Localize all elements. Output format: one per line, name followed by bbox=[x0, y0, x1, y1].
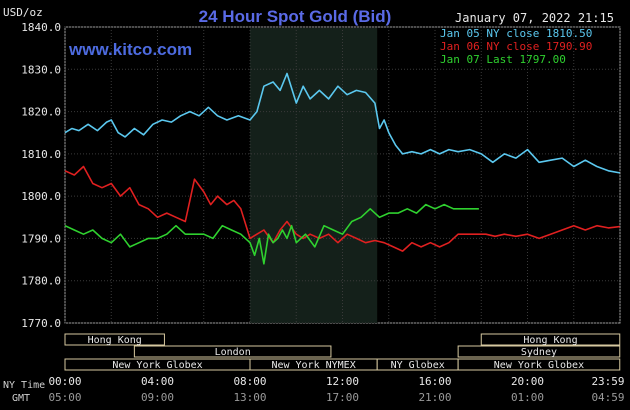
session-box bbox=[457, 345, 621, 358]
session-label: New York Globex bbox=[494, 360, 584, 371]
grid-lines bbox=[64, 26, 621, 324]
x-tick-label-gmt: 21:00 bbox=[418, 391, 451, 404]
session-bar: NY Globex bbox=[376, 358, 459, 371]
watermark-url: www.kitco.com bbox=[68, 40, 192, 59]
y-tick-label: 1770.0 bbox=[21, 317, 61, 330]
session-bar: New York Globex bbox=[457, 358, 621, 371]
x-tick-label-gmt: 05:00 bbox=[48, 391, 81, 404]
x-tick-label-ny: 08:00 bbox=[233, 375, 266, 388]
gmt-row-label: GMT bbox=[12, 393, 30, 404]
y-tick-label: 1810.0 bbox=[21, 148, 61, 161]
session-label: Hong Kong bbox=[523, 335, 577, 346]
series-line-jan-07 bbox=[64, 203, 479, 265]
session-bar: Hong Kong bbox=[64, 333, 165, 346]
ny-time-row-label: NY Time bbox=[3, 380, 45, 391]
y-tick-label: 1800.0 bbox=[21, 190, 61, 203]
x-tick-label-ny: 00:00 bbox=[48, 375, 81, 388]
series-line-jan-05 bbox=[64, 72, 620, 174]
x-tick-label-ny: 23:59 bbox=[591, 375, 624, 388]
session-label: New York NYMEX bbox=[271, 360, 355, 371]
x-tick-label-ny: 04:00 bbox=[141, 375, 174, 388]
y-tick-label: 1830.0 bbox=[21, 63, 61, 76]
session-label: Hong Kong bbox=[88, 335, 142, 346]
legend: Jan 05 NY close 1810.50 Jan 06 NY close … bbox=[440, 27, 592, 66]
x-tick-label-gmt: 17:00 bbox=[326, 391, 359, 404]
session-box bbox=[480, 333, 621, 346]
session-label: London bbox=[215, 347, 251, 358]
session-label: Sydney bbox=[521, 347, 557, 358]
x-tick-label-ny: 20:00 bbox=[511, 375, 544, 388]
session-bar: Sydney bbox=[457, 345, 621, 358]
session-bar: Hong Kong bbox=[480, 333, 621, 346]
session-box bbox=[133, 345, 332, 358]
session-label: NY Globex bbox=[391, 360, 445, 371]
x-tick-label-ny: 12:00 bbox=[326, 375, 359, 388]
session-bar: London bbox=[133, 345, 332, 358]
y-tick-label: 1790.0 bbox=[21, 232, 61, 245]
series-line-jan-06 bbox=[64, 165, 620, 252]
x-tick-label-gmt: 04:59 bbox=[591, 391, 624, 404]
series-layer bbox=[64, 72, 620, 265]
chart-title: 24 Hour Spot Gold (Bid) bbox=[199, 7, 392, 26]
x-tick-label-gmt: 09:00 bbox=[141, 391, 174, 404]
y-tick-label: 1820.0 bbox=[21, 106, 61, 119]
session-bars: Hong Kong Hong Kong London Sydney New York G… bbox=[64, 333, 621, 371]
session-label: New York Globex bbox=[112, 360, 202, 371]
x-tick-labels: 00:00 05:00 04:00 09:00 08:00 13:00 12:00 17:00… bbox=[48, 375, 624, 404]
legend-entry-jan05: Jan 05 NY close 1810.50 bbox=[440, 27, 592, 40]
y-tick-label: 1840.0 bbox=[21, 21, 61, 34]
session-box bbox=[64, 333, 165, 346]
y-tick-label: 1780.0 bbox=[21, 275, 61, 288]
session-box bbox=[457, 358, 621, 371]
session-bar: New York Globex bbox=[64, 358, 251, 371]
legend-entry-jan07: Jan 07 Last 1797.00 bbox=[440, 53, 566, 66]
y-axis-label: USD/oz bbox=[3, 6, 43, 19]
session-bar: New York NYMEX bbox=[249, 358, 378, 371]
y-tick-labels: 1840.0 1830.0 1820.0 1810.0 1800.0 1790.0 1780… bbox=[21, 21, 61, 330]
x-tick-label-gmt: 13:00 bbox=[233, 391, 266, 404]
x-tick-label-ny: 16:00 bbox=[418, 375, 451, 388]
x-tick-label-gmt: 01:00 bbox=[511, 391, 544, 404]
legend-entry-jan06: Jan 06 NY close 1790.90 bbox=[440, 40, 592, 53]
chart-timestamp: January 07, 2022 21:15 bbox=[455, 11, 614, 25]
nymex-session-shade bbox=[250, 28, 378, 323]
